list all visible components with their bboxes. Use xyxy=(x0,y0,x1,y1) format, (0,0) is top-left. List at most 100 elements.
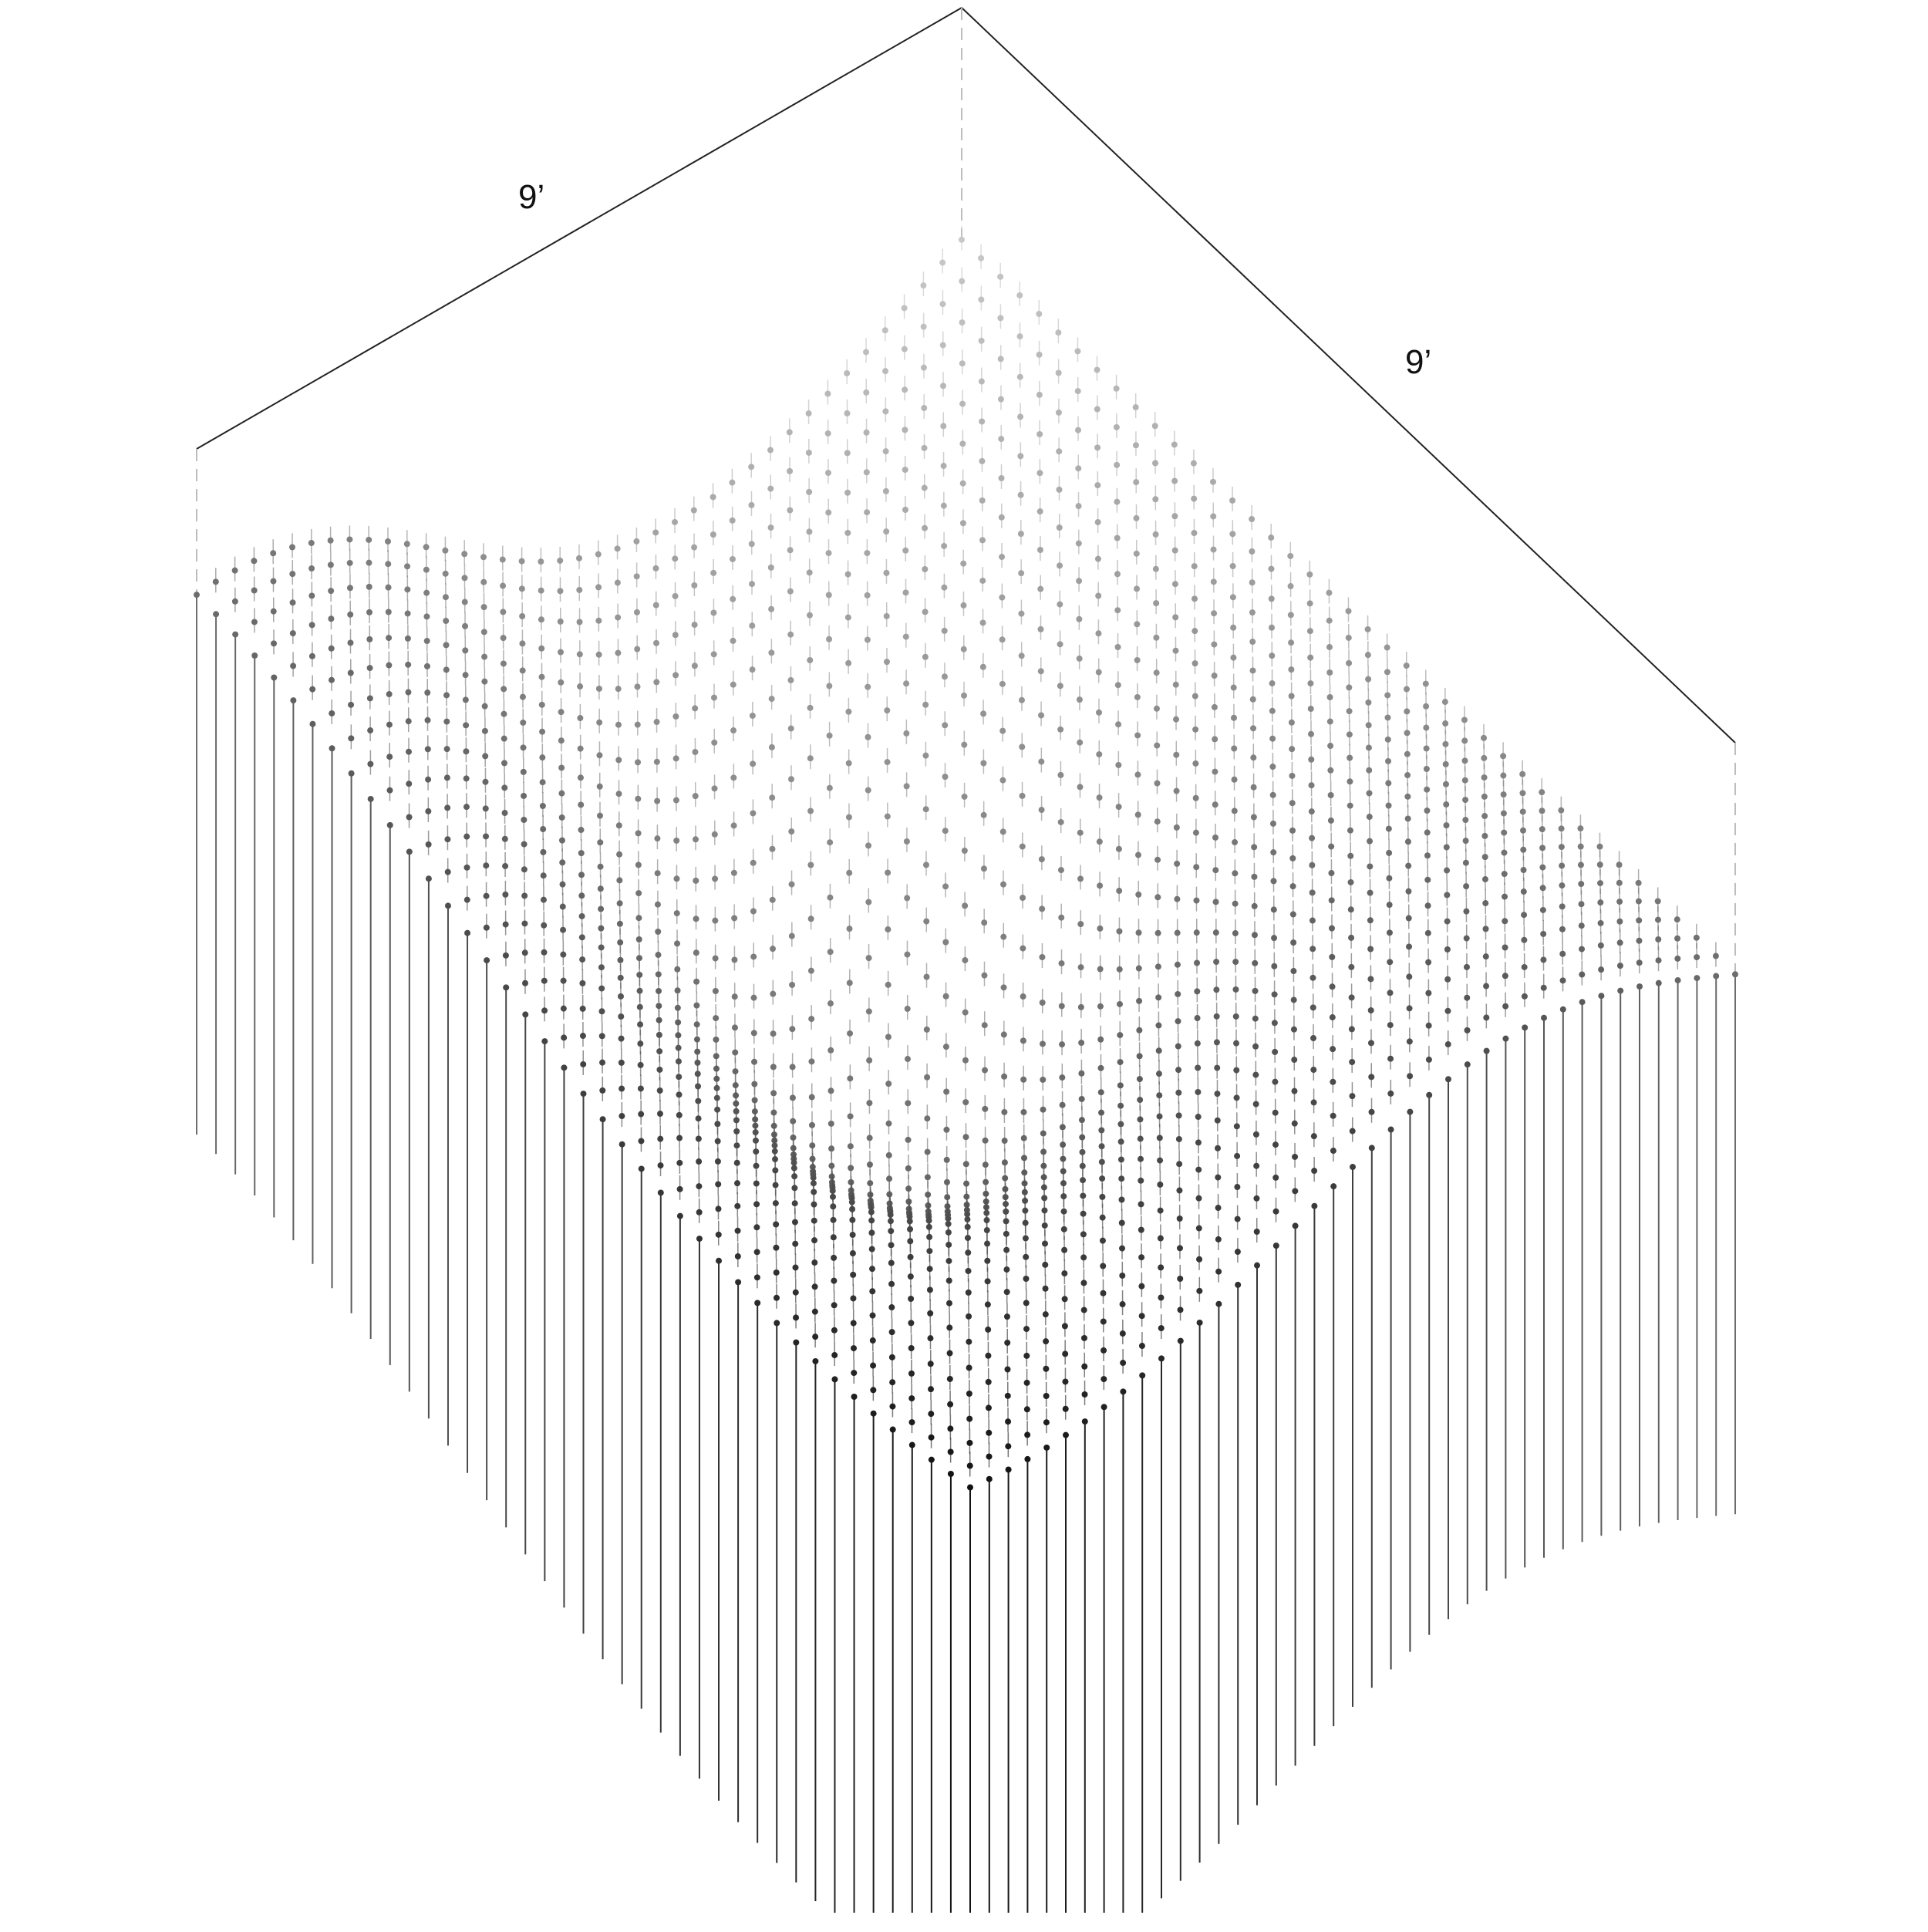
rod-bead xyxy=(404,586,411,593)
rod-bead xyxy=(1005,1466,1012,1473)
rod-bead xyxy=(851,1345,857,1352)
rod-bead xyxy=(1250,784,1257,791)
rod-bead xyxy=(868,1246,875,1253)
rod-bead xyxy=(1101,1404,1107,1411)
rod-bead xyxy=(808,1016,815,1023)
rod-bead xyxy=(559,903,566,910)
rod-bead xyxy=(1482,953,1489,960)
rod-bead xyxy=(1157,1181,1164,1188)
rod-bead xyxy=(1175,1112,1182,1119)
rod-bead xyxy=(1463,963,1470,970)
rod-bead xyxy=(635,861,642,868)
rod-bead xyxy=(831,1254,838,1261)
rod-bead xyxy=(615,757,622,764)
rod-bead xyxy=(521,866,528,873)
rod-bead xyxy=(597,839,604,846)
rod-bead xyxy=(1346,731,1353,738)
rod-bead xyxy=(1252,1043,1259,1050)
rod-bead xyxy=(657,1135,664,1142)
rod-bead xyxy=(1288,719,1295,726)
rod-bead xyxy=(1387,959,1394,966)
left-dimension-line xyxy=(196,7,962,450)
rod-bead xyxy=(618,1013,625,1020)
rod-bead xyxy=(1386,902,1393,909)
rod-bead xyxy=(635,915,642,922)
rod-bead xyxy=(984,1257,991,1264)
rod-bead xyxy=(851,1370,858,1377)
rod-bead xyxy=(710,531,716,538)
rod-bead xyxy=(1327,792,1334,799)
rod-bead xyxy=(807,967,814,974)
rod-bead xyxy=(883,612,890,619)
rod-bead xyxy=(599,1116,606,1123)
rod-bead xyxy=(1364,625,1371,632)
rod-bead xyxy=(1157,1207,1164,1214)
rod-bead xyxy=(348,701,355,708)
rod-bead xyxy=(864,636,871,643)
rod-bead xyxy=(1138,1283,1145,1290)
rod-bead xyxy=(1309,835,1316,841)
rod-bead xyxy=(926,1248,933,1255)
rod-bead xyxy=(483,892,490,899)
rod-bead xyxy=(444,804,451,811)
rod-bead xyxy=(831,1277,838,1284)
rod-bead xyxy=(693,836,699,843)
rod-bead xyxy=(618,993,624,1000)
rod-bead xyxy=(1018,696,1025,703)
rod-bead xyxy=(1175,1018,1181,1025)
rod-bead xyxy=(1289,772,1296,779)
rod-bead xyxy=(1152,565,1159,572)
rod-bead xyxy=(827,839,834,846)
rod-bead xyxy=(865,683,871,690)
rod-bead xyxy=(1616,939,1623,946)
rod-bead xyxy=(521,841,528,848)
rod-bead xyxy=(845,760,852,767)
rod-bead xyxy=(1423,703,1430,710)
rod-bead xyxy=(749,581,756,588)
rod-bead xyxy=(1424,852,1431,859)
rod-bead xyxy=(442,547,449,554)
rod-bead xyxy=(521,816,528,823)
rod-bead xyxy=(1655,979,1662,986)
rod-bead xyxy=(827,1000,834,1007)
rod-bead xyxy=(482,753,489,760)
rod-bead xyxy=(1252,1015,1259,1022)
rod-bead xyxy=(1154,929,1161,936)
rod-bead xyxy=(1577,861,1584,868)
rod-bead xyxy=(1117,1102,1124,1109)
rod-bead xyxy=(1272,1078,1279,1085)
rod-bead xyxy=(1061,1296,1068,1303)
rod-bead xyxy=(617,939,624,946)
rod-bead xyxy=(1229,563,1236,570)
rod-bead xyxy=(1062,1405,1069,1412)
rod-bead xyxy=(1289,911,1296,918)
rod-bead xyxy=(863,389,870,396)
rod-bead xyxy=(599,1087,606,1094)
rod-bead xyxy=(1137,1116,1144,1123)
rod-bead xyxy=(1655,957,1662,964)
rod-bead xyxy=(922,565,929,572)
rod-bead xyxy=(1099,1237,1106,1244)
rod-bead xyxy=(1345,634,1352,641)
rod-bead xyxy=(1386,849,1393,856)
rod-bead xyxy=(1020,1135,1027,1141)
rod-bead xyxy=(578,892,585,899)
rod-bead xyxy=(443,746,450,753)
rod-bead xyxy=(1115,804,1122,811)
rod-bead xyxy=(1100,1263,1107,1269)
rod-bead xyxy=(676,1111,683,1118)
rod-bead xyxy=(271,674,278,681)
rod-bead xyxy=(1347,778,1353,785)
rod-bead xyxy=(578,827,585,834)
rod-bead xyxy=(1098,1109,1105,1116)
rod-bead xyxy=(348,735,355,742)
rod-bead xyxy=(946,1350,953,1357)
rod-bead xyxy=(404,610,411,617)
rod-bead xyxy=(1080,1177,1087,1184)
rod-bead xyxy=(423,566,430,573)
rod-bead xyxy=(404,635,411,642)
rod-bead xyxy=(962,957,969,964)
rod-bead xyxy=(1061,1270,1068,1277)
rod-bead xyxy=(1385,780,1392,787)
rod-bead xyxy=(1057,818,1064,825)
